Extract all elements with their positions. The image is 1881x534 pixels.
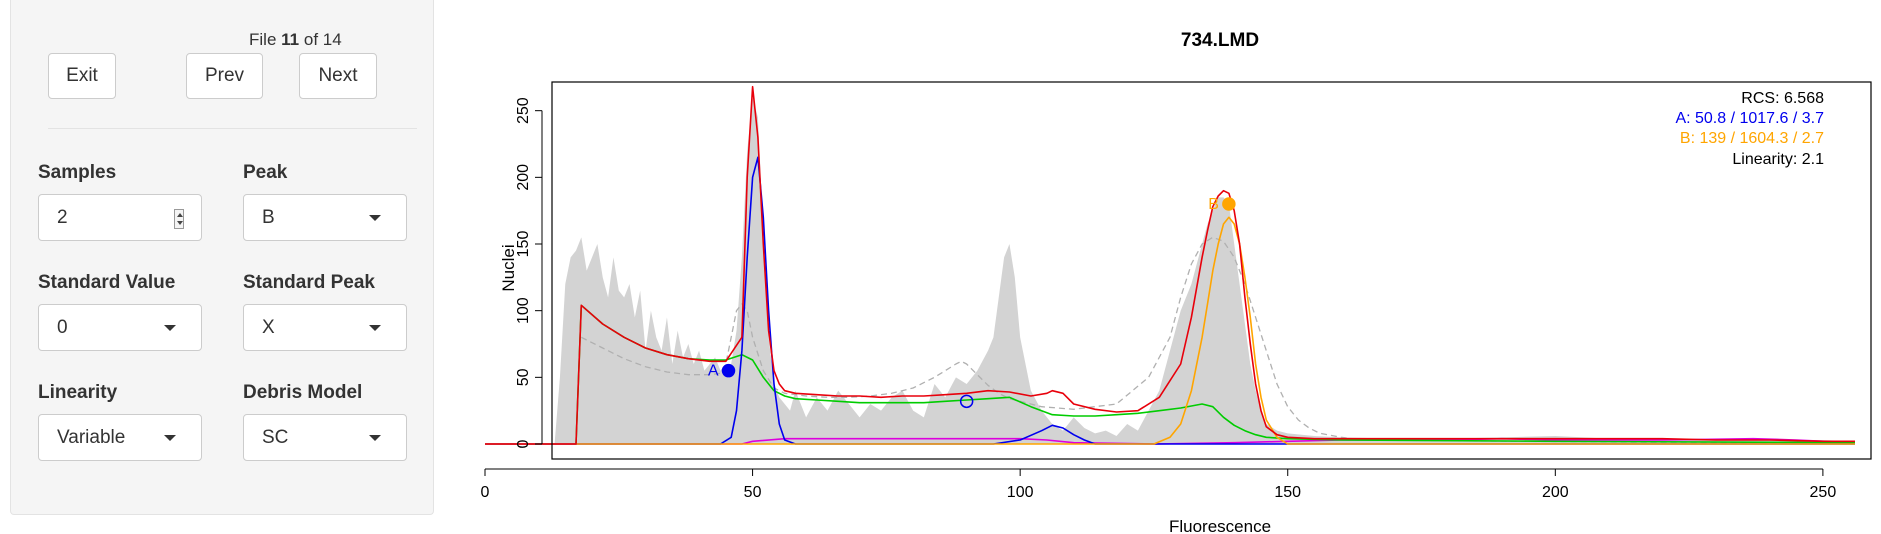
peak-marker-center <box>959 394 974 409</box>
chevron-down-icon <box>164 325 176 331</box>
x-tick-label: 200 <box>1542 484 1569 501</box>
debris-model-select[interactable]: SC <box>243 414 407 461</box>
exit-button[interactable]: Exit <box>48 53 116 99</box>
y-tick-label: 50 <box>515 368 532 386</box>
y-tick-label: 150 <box>515 231 532 258</box>
debris-model-label: Debris Model <box>243 382 363 403</box>
x-tick-label: 100 <box>1007 484 1034 501</box>
debris-line <box>575 304 1856 445</box>
peak-label: Peak <box>243 162 288 183</box>
file-counter-of: of <box>303 30 319 49</box>
y-tick-label: 250 <box>515 97 532 124</box>
peak-label-b: B <box>1208 196 1219 213</box>
chevron-down-icon <box>164 435 176 441</box>
next-button[interactable]: Next <box>299 53 377 99</box>
y-tick-label: 200 <box>515 164 532 191</box>
samples-input[interactable]: 2 <box>38 194 202 241</box>
sidebar-panel: File 11 of 14 Exit Prev Next Samples 2 P… <box>10 0 434 515</box>
linearity-label: Linearity <box>38 382 118 403</box>
x-tick-label: 250 <box>1810 484 1837 501</box>
chevron-down-icon <box>369 215 381 221</box>
sidebar-divider <box>48 128 417 129</box>
standard-peak-label: Standard Peak <box>243 272 375 293</box>
chart-axes: 0 50 100 150 200 250 0 50 100 150 200 250 <box>481 81 1872 501</box>
peak-b-line <box>485 216 1855 445</box>
legend-rcs: RCS: 6.568 <box>1741 90 1824 107</box>
file-counter-total: 14 <box>322 30 342 49</box>
standard-value-select[interactable]: 0 <box>38 304 202 351</box>
legend-peak-a: A: 50.8 / 1017.6 / 3.7 <box>1675 110 1824 127</box>
chevron-down-icon <box>369 435 381 441</box>
chevron-down-icon <box>369 325 381 331</box>
chart-marks: AB <box>485 85 1856 445</box>
linearity-value: Variable <box>57 426 126 448</box>
legend-linearity: Linearity: 2.1 <box>1732 151 1824 168</box>
standard-peak-value: X <box>262 316 275 338</box>
x-tick-label: 150 <box>1274 484 1301 501</box>
model-fit-line <box>485 85 1855 445</box>
y-tick-label: 100 <box>515 297 532 324</box>
file-counter-prefix: File <box>249 30 277 49</box>
plot-frame <box>551 81 1872 460</box>
stepper-down-icon[interactable] <box>177 221 183 225</box>
histogram-area <box>554 97 1855 444</box>
legend-peak-b: B: 139 / 1604.3 / 2.7 <box>1680 130 1824 147</box>
chart-title: 734.LMD <box>1181 30 1259 51</box>
y-tick-label: 0 <box>515 439 532 448</box>
chart-legend: RCS: 6.568 A: 50.8 / 1017.6 / 3.7 B: 139… <box>1675 90 1824 168</box>
peak-marker-a <box>721 363 736 378</box>
histogram-chart: 734.LMD Fluorescence Nuclei AB 0 50 100 150… <box>481 30 1872 534</box>
x-axis-label: Fluorescence <box>1169 517 1271 534</box>
initial-guess-line <box>581 236 1856 445</box>
standard-value-value: 0 <box>57 316 68 338</box>
stepper-up-icon[interactable] <box>177 213 183 217</box>
peak-label-a: A <box>708 363 719 380</box>
x-tick-label: 0 <box>481 484 490 501</box>
peak-a-line <box>485 156 1855 445</box>
linearity-select[interactable]: Variable <box>38 414 202 461</box>
peak-marker-b <box>1222 197 1236 211</box>
x-tick-label: 50 <box>744 484 762 501</box>
samples-stepper[interactable] <box>174 209 184 229</box>
peak-select[interactable]: B <box>243 194 407 241</box>
file-counter-index: 11 <box>281 30 300 49</box>
standard-peak-select[interactable]: X <box>243 304 407 351</box>
prev-button[interactable]: Prev <box>186 53 263 99</box>
samples-label: Samples <box>38 162 117 183</box>
samples-value: 2 <box>57 206 68 228</box>
debris-model-value: SC <box>262 426 289 448</box>
file-counter: File 11 of 14 <box>249 30 342 50</box>
standard-value-label: Standard Value <box>38 272 176 293</box>
peak-value: B <box>262 206 275 228</box>
y-axis-label: Nuclei <box>499 244 518 291</box>
